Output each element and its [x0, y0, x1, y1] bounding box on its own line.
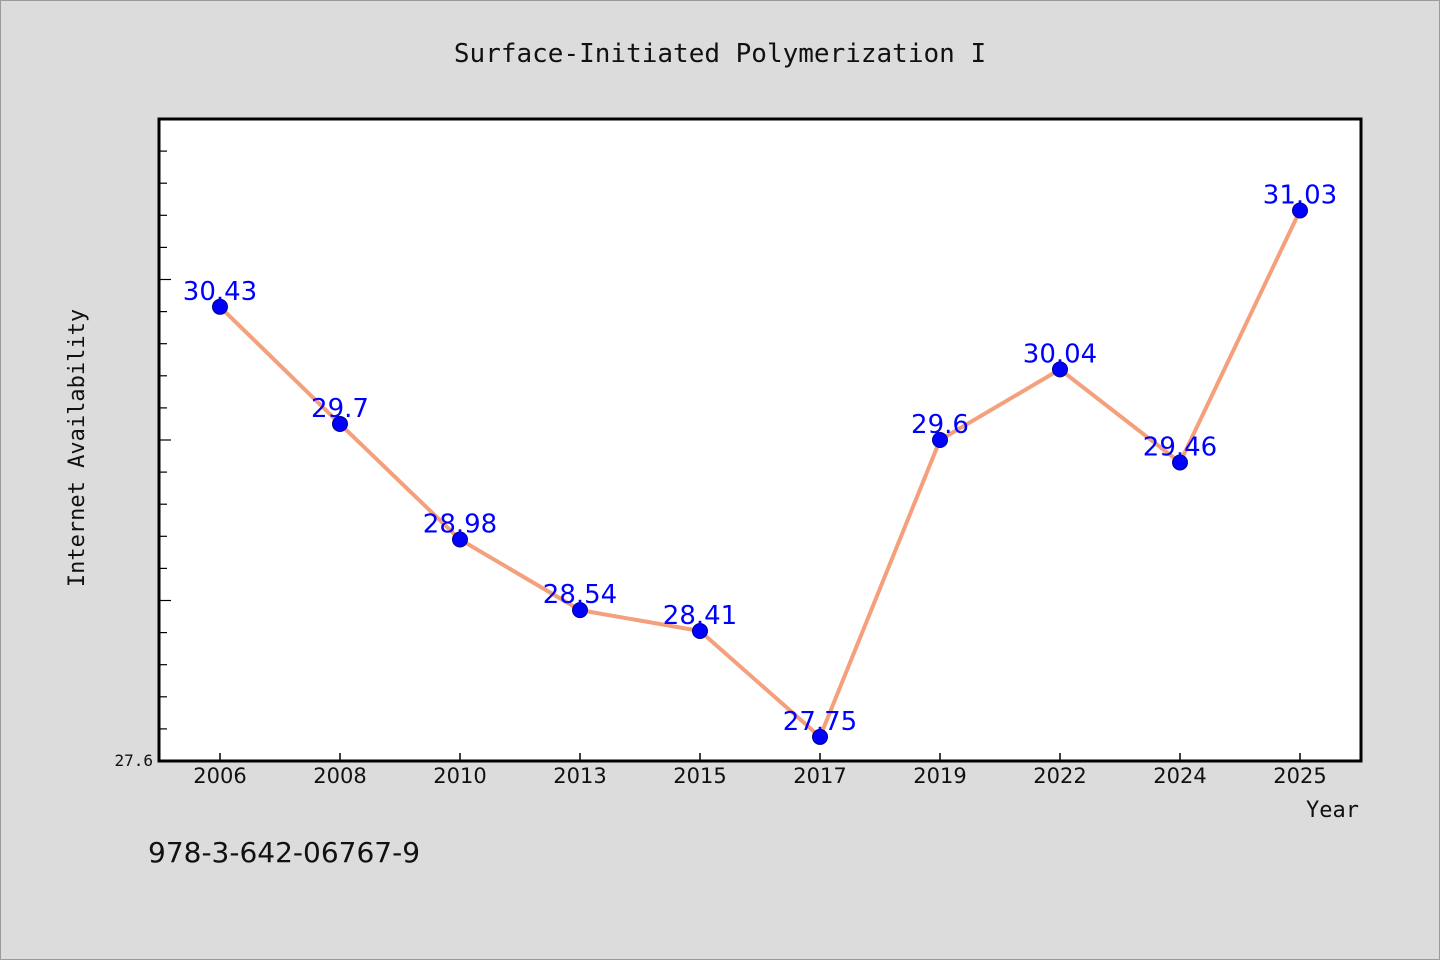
x-tick-label: 2015 — [673, 764, 726, 788]
data-label: 30.04 — [1023, 339, 1097, 369]
data-point — [572, 602, 588, 619]
x-axis-ticks — [219, 753, 1301, 761]
data-point — [692, 622, 708, 639]
series-line-group — [218, 209, 1302, 739]
data-label: 28.41 — [663, 601, 737, 631]
y-axis-ticks — [159, 150, 171, 730]
data-point — [212, 298, 228, 315]
x-tick-label: 2017 — [793, 764, 846, 788]
x-tick-label: 2008 — [313, 764, 366, 788]
data-point — [452, 531, 468, 548]
data-label: 27.75 — [783, 707, 857, 737]
data-label: 30.43 — [183, 277, 257, 307]
data-label: 29.46 — [1143, 432, 1217, 462]
data-point — [812, 728, 828, 745]
isbn-text: 978-3-642-06767-9 — [148, 836, 420, 869]
data-points — [212, 202, 1308, 745]
x-tick-label: 2010 — [433, 764, 486, 788]
data-label: 31.03 — [1263, 180, 1337, 210]
series-line — [218, 209, 1302, 739]
x-tick-label: 2006 — [193, 764, 246, 788]
data-label: 29.7 — [311, 394, 369, 424]
x-tick-labels: 2006 2008 2010 2013 2015 2017 2019 2022 2024 2025 — [193, 764, 1326, 788]
chart-title: Surface-Initiated Polymerization I — [454, 39, 986, 69]
x-tick-label: 2025 — [1273, 764, 1326, 788]
data-point — [932, 432, 948, 448]
x-tick-label: 2024 — [1153, 764, 1206, 788]
y-axis-min-label: 27.6 — [114, 751, 153, 770]
x-tick-label: 2013 — [553, 764, 606, 788]
data-point — [1292, 202, 1308, 219]
data-labels: 30.43 29.7 28.98 28.54 28.41 27.75 29.6 30.04 29… — [183, 180, 1337, 736]
data-point — [1052, 361, 1068, 378]
y-axis-label: Internet Availability — [65, 309, 90, 587]
data-label: 29.6 — [911, 410, 969, 440]
x-tick-label: 2019 — [913, 764, 966, 788]
data-label: 28.54 — [543, 580, 617, 610]
x-tick-label: 2022 — [1033, 764, 1086, 788]
data-point — [332, 415, 348, 432]
x-axis-label: Year — [1306, 798, 1359, 823]
data-label: 28.98 — [423, 510, 497, 540]
data-point — [1172, 454, 1188, 471]
